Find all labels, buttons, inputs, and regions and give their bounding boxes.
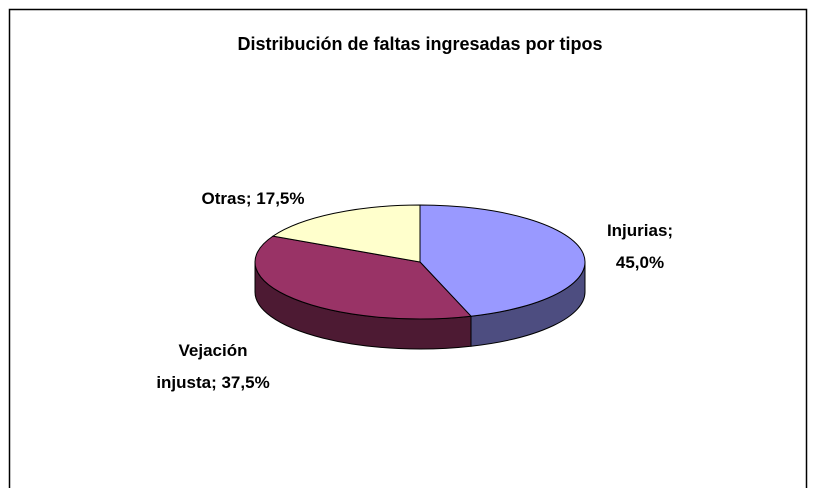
chart-title: Distribución de faltas ingresadas por ti…: [237, 34, 602, 54]
slice: [254, 235, 473, 320]
data-label-line: injusta; 37,5%: [156, 373, 269, 392]
data-label-line: 45,0%: [616, 253, 664, 272]
data-label: Injurias; 45,0%: [607, 221, 673, 272]
data-label: Otras; 17,5%: [202, 189, 305, 208]
data-label-line: Injurias;: [607, 221, 673, 240]
slice: [271, 204, 421, 263]
data-label-line: Otras; 17,5%: [202, 189, 305, 208]
slice: [419, 204, 586, 317]
data-label: Vejación injusta; 37,5%: [156, 341, 269, 392]
data-label-line: Vejación: [179, 341, 248, 360]
